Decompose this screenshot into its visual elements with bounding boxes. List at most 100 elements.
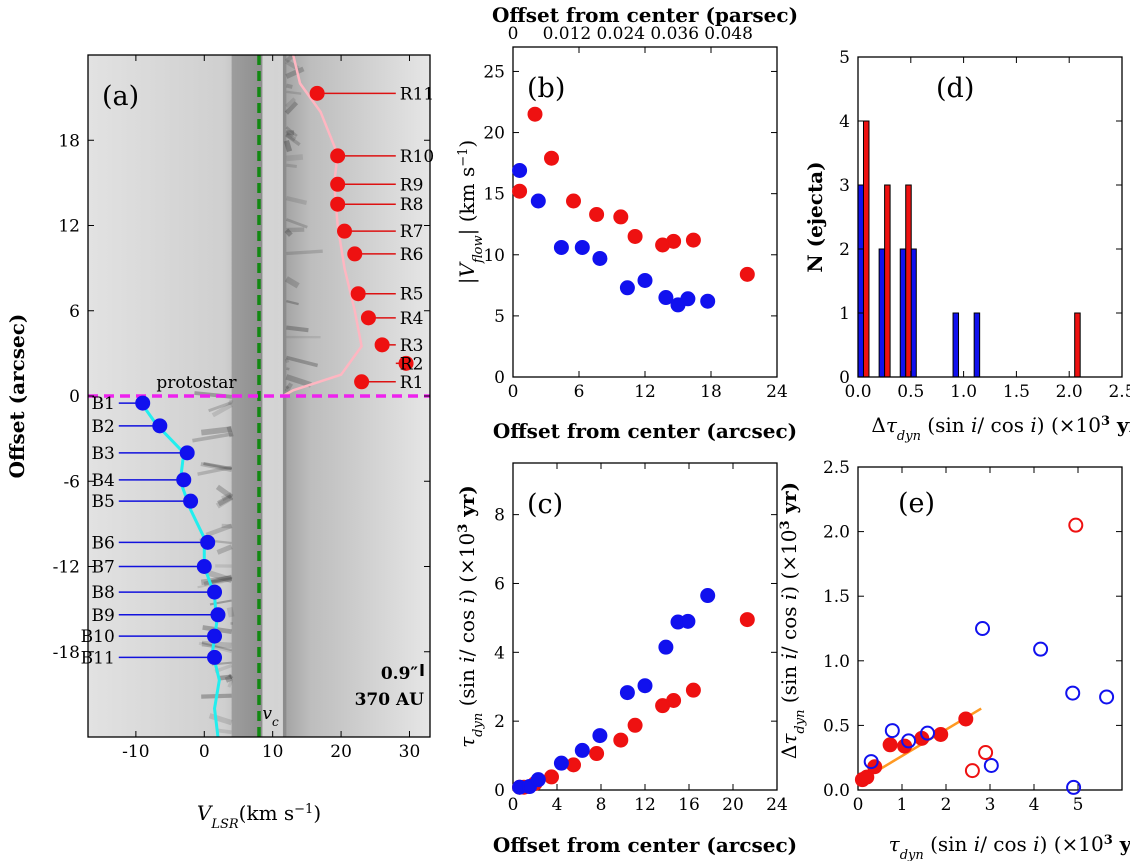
panel-d-histogram: 0.0 0.5 1.0 1.5 2.0 2.5 0 1 2 3 4 5 (d) Δτdyn (sin i/… (803, 48, 1130, 444)
red-knot-marker (374, 337, 390, 353)
pv-streak (218, 674, 232, 681)
red-point (627, 717, 643, 733)
blue-bar (952, 312, 960, 378)
label-part: dyn (897, 429, 921, 444)
red-knot-label: R8 (400, 195, 424, 215)
blue-knot-marker (200, 534, 216, 550)
label-part: (sin (777, 659, 801, 709)
top-x-tick-label: 0 (508, 24, 519, 44)
pv-streak (284, 228, 293, 237)
x-tick-label: 1 (897, 795, 908, 815)
blue-open-point (920, 725, 936, 741)
x-tick-label: 0 (199, 742, 210, 762)
pv-streak (228, 673, 234, 680)
pv-streak (216, 728, 232, 735)
blue-knot-marker (196, 559, 212, 574)
pv-streak (286, 154, 304, 162)
blue-point (553, 755, 569, 771)
blue-knot-label: B11 (81, 648, 115, 668)
red-knot-marker (330, 196, 346, 212)
label-part: V (455, 260, 479, 277)
red-filled-point (882, 737, 898, 753)
pv-streak (192, 432, 232, 443)
y-tick-label: 10 (483, 246, 505, 266)
label-part: (sin (921, 413, 971, 437)
label-part: dyn (471, 713, 486, 737)
blue-knot-marker (183, 493, 199, 509)
red-filled-point (933, 726, 949, 742)
pv-streak (284, 276, 300, 289)
panel-label-a: (a) (102, 81, 139, 112)
pv-streak (200, 575, 233, 586)
red-filled-point (859, 769, 875, 785)
blue-point (637, 678, 653, 694)
pv-streak (203, 462, 232, 471)
red-knot-marker (360, 310, 376, 326)
pv-streak (286, 163, 297, 169)
x-axis-label: τdyn (sin i/ cos i) (×103 yr) (889, 832, 1130, 861)
pv-streak (285, 385, 290, 390)
blue-knot-label: B7 (91, 558, 114, 578)
scale-bar-angle-label: 0.9″ (381, 664, 419, 684)
label-part: i (455, 656, 479, 662)
x-tick-label: 30 (399, 742, 421, 762)
label-part: τ (777, 733, 801, 745)
y-axis-label: N (ejecta) (803, 161, 827, 272)
y-tick-label: 0 (494, 368, 505, 388)
red-knot-label: R3 (400, 336, 424, 356)
red-point (666, 693, 682, 709)
y-tick-label: -6 (63, 472, 80, 492)
label-part: V (197, 801, 214, 825)
y-tick-label: 3 (839, 176, 850, 196)
x-axis-label: Offset from center (arcsec) (493, 419, 797, 443)
red-point (589, 206, 605, 222)
blue-bar (973, 312, 981, 378)
pv-streak (284, 358, 290, 364)
blue-knot-label: B6 (91, 533, 114, 553)
blue-knot-marker (176, 472, 192, 488)
pv-streak (285, 218, 308, 229)
x-tick-label: 2.0 (1056, 382, 1083, 402)
pv-streak (285, 195, 308, 205)
blue-point (574, 239, 590, 255)
blue-knot-label: B3 (91, 444, 114, 464)
y-tick-label: 2 (494, 712, 505, 732)
red-point (544, 150, 559, 166)
blue-point (619, 685, 635, 701)
y-axis-label: τdyn (sin i/ cos i) (×103 yr) (455, 485, 486, 748)
pv-streak (211, 402, 233, 418)
pv-streak (285, 130, 294, 138)
red-knot-label: R7 (400, 222, 424, 242)
pv-streak (201, 640, 232, 649)
label-part: Offset (arcsec) (5, 314, 29, 479)
red-knot-label: R5 (400, 285, 424, 305)
pv-streak (197, 465, 232, 476)
red-point (589, 746, 605, 762)
pv-streak (286, 249, 323, 256)
red-knot-label: R2 (400, 354, 424, 374)
red-point (666, 233, 682, 249)
blue-knot-label: B5 (91, 492, 114, 512)
blue-open-point (901, 733, 917, 749)
label-part: τ (455, 736, 479, 748)
label-part: ) (×10 (777, 530, 801, 594)
x-tick-label: 12 (634, 795, 656, 815)
x-tick-label: 0 (508, 795, 519, 815)
blue-point (530, 193, 546, 209)
label-part: / cos (777, 600, 801, 653)
x-tick-label: 1.0 (950, 382, 977, 402)
panel-d-frame (857, 56, 1123, 378)
blue-point (592, 250, 608, 266)
red-knot-label: R1 (400, 373, 424, 393)
x-axis-label: VLSR(km s−1) (197, 801, 321, 832)
blue-knot-marker (207, 649, 223, 665)
x-tick-label: 4 (1029, 795, 1040, 815)
blue-point (530, 772, 546, 788)
x-tick-label: 8 (596, 795, 607, 815)
pv-streak (226, 426, 234, 438)
label-part: Δ (871, 413, 885, 437)
y-tick-label: 2.5 (823, 458, 850, 478)
pv-streak (208, 401, 233, 413)
y-tick-label: 12 (58, 217, 80, 237)
